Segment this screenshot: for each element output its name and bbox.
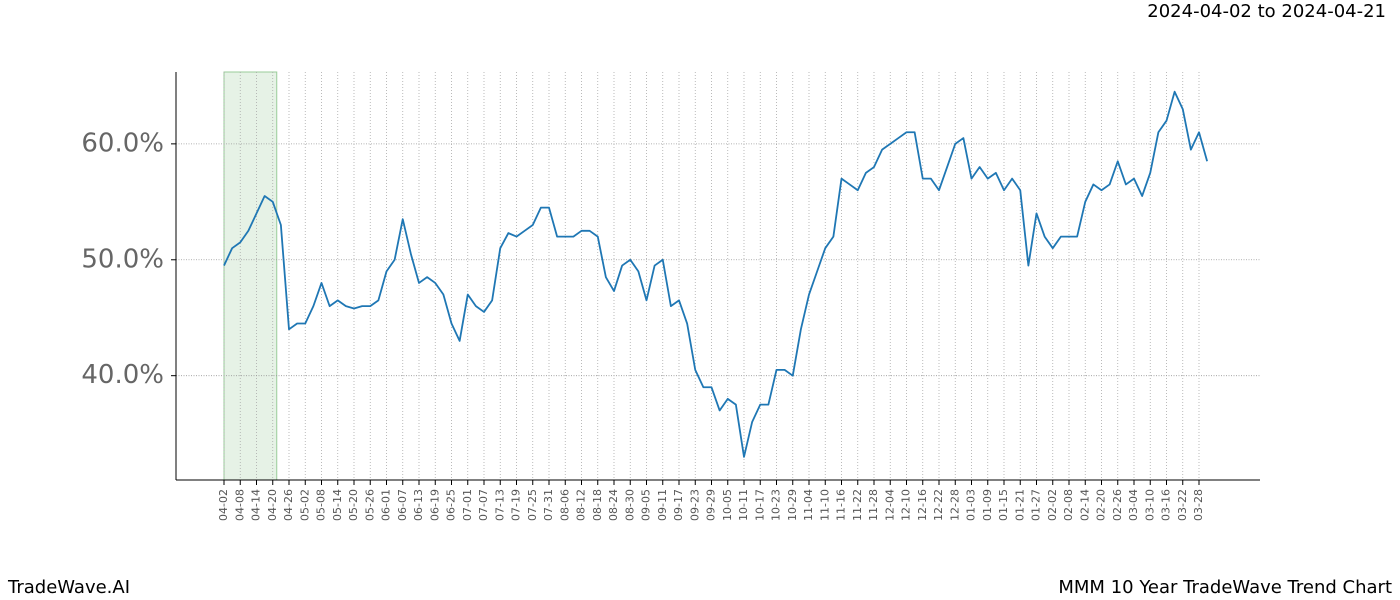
x-tick-label: 01-27: [1030, 489, 1043, 521]
x-tick-label: 06-07: [396, 489, 409, 521]
x-tick-label: 04-02: [217, 489, 230, 521]
range-label: 2024-04-02 to 2024-04-21: [1147, 1, 1386, 22]
x-tick-label: 05-20: [347, 489, 360, 521]
x-tick-label: 11-28: [867, 489, 880, 521]
x-tick-label: 09-17: [672, 489, 685, 521]
x-tick-label: 05-14: [331, 489, 344, 521]
x-tick-label: 08-24: [607, 489, 620, 521]
x-tick-label: 12-10: [900, 489, 913, 521]
x-tick-label: 04-08: [233, 489, 246, 521]
x-tick-label: 11-16: [835, 489, 848, 521]
x-tick-label: 02-14: [1078, 489, 1091, 521]
brand: TradeWave.AI: [7, 577, 130, 598]
x-tick-label: 11-10: [818, 489, 831, 521]
x-tick-label: 05-02: [298, 489, 311, 521]
chart-title: MMM 10 Year TradeWave Trend Chart: [1058, 577, 1392, 598]
y-tick-label: 40.0%: [81, 360, 164, 390]
y-tick-label: 50.0%: [81, 244, 164, 274]
x-tick-label: 02-02: [1046, 489, 1059, 521]
x-tick-label: 07-19: [510, 489, 523, 521]
x-tick-label: 06-25: [445, 489, 458, 521]
x-tick-label: 06-13: [412, 489, 425, 521]
x-tick-label: 03-10: [1143, 489, 1156, 521]
x-tick-label: 07-07: [477, 489, 490, 521]
x-tick-label: 05-26: [363, 489, 376, 521]
x-tick-label: 12-28: [948, 489, 961, 521]
x-tick-label: 01-21: [1013, 489, 1026, 521]
x-tick-label: 04-20: [266, 489, 279, 521]
x-tick-label: 10-17: [753, 489, 766, 521]
x-tick-label: 07-01: [461, 489, 474, 521]
x-tick-label: 01-09: [981, 489, 994, 521]
x-tick-label: 02-20: [1095, 489, 1108, 521]
x-tick-label: 08-18: [591, 489, 604, 521]
x-tick-label: 02-08: [1062, 489, 1075, 521]
x-tick-label: 10-11: [737, 489, 750, 521]
x-tick-label: 09-11: [656, 489, 669, 521]
x-tick-label: 09-23: [688, 489, 701, 521]
x-tick-label: 12-22: [932, 489, 945, 521]
x-tick-label: 08-12: [575, 489, 588, 521]
x-tick-label: 08-06: [558, 489, 571, 521]
x-tick-label: 01-15: [997, 489, 1010, 521]
x-tick-label: 09-05: [640, 489, 653, 521]
x-tick-label: 05-08: [315, 489, 328, 521]
x-tick-label: 03-04: [1127, 489, 1140, 521]
x-tick-label: 10-05: [721, 489, 734, 521]
y-tick-label: 60.0%: [81, 128, 164, 158]
x-tick-label: 03-22: [1176, 489, 1189, 521]
x-tick-label: 01-03: [965, 489, 978, 521]
x-tick-label: 06-01: [380, 489, 393, 521]
series-line: [223, 90, 1208, 458]
x-tick-label: 07-25: [526, 489, 539, 521]
x-tick-label: 02-26: [1111, 489, 1124, 521]
x-tick-label: 08-30: [623, 489, 636, 521]
x-tick-label: 04-26: [282, 489, 295, 521]
x-tick-label: 07-13: [493, 489, 506, 521]
x-tick-label: 03-28: [1192, 489, 1205, 521]
x-tick-label: 09-29: [705, 489, 718, 521]
x-tick-label: 11-22: [851, 489, 864, 521]
x-tick-label: 06-19: [428, 489, 441, 521]
x-tick-label: 04-14: [250, 489, 263, 521]
x-tick-label: 10-29: [786, 489, 799, 521]
x-tick-label: 12-16: [916, 489, 929, 521]
x-tick-label: 07-31: [542, 489, 555, 521]
highlight-span: [223, 71, 278, 481]
x-tick-label: 10-23: [770, 489, 783, 521]
x-tick-label: 03-16: [1160, 489, 1173, 521]
x-tick-label: 12-04: [883, 489, 896, 521]
x-tick-label: 11-04: [802, 489, 815, 521]
